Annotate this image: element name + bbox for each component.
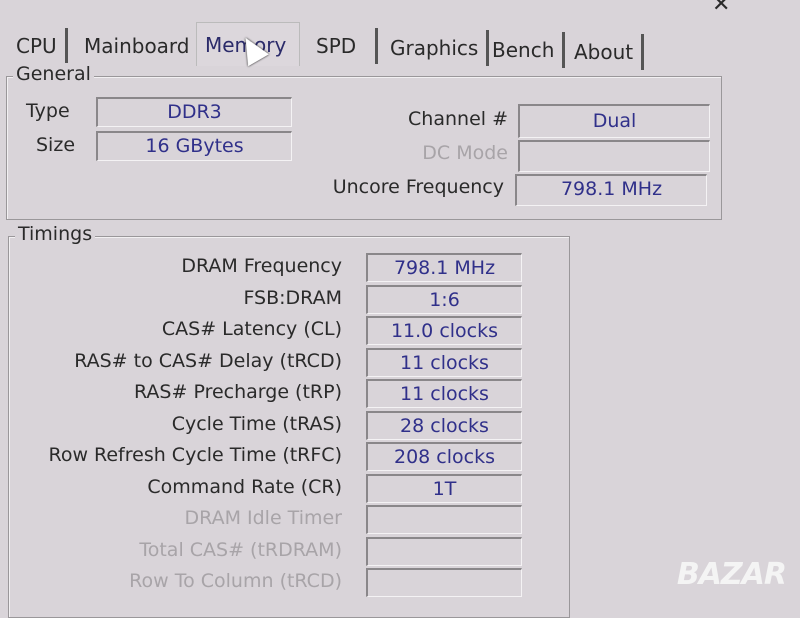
size-value: 16 GBytes: [96, 131, 292, 161]
timing-value: 1:6: [366, 284, 522, 314]
timing-value: [366, 505, 522, 534]
timing-label: DRAM Idle Timer: [184, 507, 342, 529]
type-label: Type: [26, 100, 70, 122]
timing-value: 11 clocks: [366, 379, 522, 408]
close-icon[interactable]: ✕: [712, 0, 731, 17]
timing-value: 11.0 clocks: [366, 316, 522, 345]
timings-title: Timings: [15, 223, 96, 245]
type-value: DDR3: [96, 97, 292, 127]
bazar-watermark: BAZAR: [676, 557, 787, 592]
timing-label: DRAM Frequency: [181, 255, 342, 277]
tab-memory[interactable]: Memory: [196, 22, 300, 66]
tab-bench[interactable]: Bench: [484, 32, 566, 68]
timing-value: 28 clocks: [366, 410, 522, 440]
general-group: General: [6, 63, 722, 220]
size-label: Size: [36, 134, 76, 156]
timing-label: Row To Column (tRCD): [129, 570, 342, 592]
timing-label: RAS# to CAS# Delay (tRCD): [74, 349, 342, 372]
timing-value: 11 clocks: [366, 347, 522, 377]
timing-label: Total CAS# (tRDRAM): [139, 538, 342, 561]
timing-value: [366, 536, 522, 566]
tab-spd[interactable]: SPD: [306, 28, 378, 64]
tab-graphics[interactable]: Graphics: [382, 30, 490, 66]
timing-value: 798.1 MHz: [366, 253, 522, 282]
dc-mode-label: DC Mode: [422, 142, 508, 164]
timing-label: Cycle Time (tRAS): [171, 412, 342, 435]
timing-value: 208 clocks: [366, 442, 522, 471]
dc-mode-value: [518, 140, 710, 172]
timing-label: Row Refresh Cycle Time (tRFC): [48, 444, 342, 466]
timing-label: FSB:DRAM: [243, 286, 342, 309]
timing-label: RAS# Precharge (tRP): [134, 381, 342, 403]
tab-cpu[interactable]: CPU: [8, 28, 68, 64]
timing-value: [366, 568, 522, 597]
timing-value: 1T: [366, 473, 522, 503]
timing-label: Command Rate (CR): [147, 475, 342, 498]
tab-mainboard[interactable]: Mainboard: [76, 28, 201, 64]
uncore-frequency-label: Uncore Frequency: [332, 176, 504, 198]
general-title: General: [13, 63, 94, 85]
timing-label: CAS# Latency (CL): [161, 318, 342, 340]
uncore-frequency-value: 798.1 MHz: [515, 174, 707, 206]
tab-about[interactable]: About: [566, 34, 645, 70]
channel-value: Dual: [518, 104, 710, 138]
channel-label: Channel #: [408, 108, 508, 130]
